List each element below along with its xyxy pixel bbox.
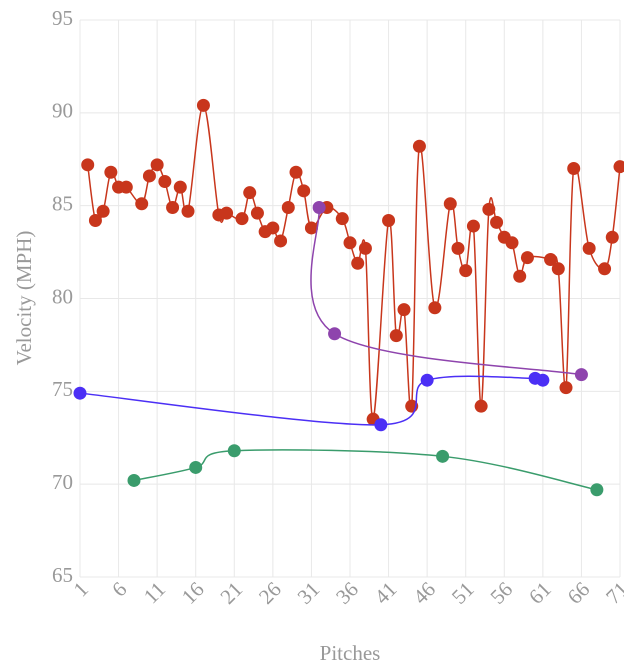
data-point [598,262,612,276]
data-point [520,251,534,265]
y-axis-title: Velocity (MPH) [12,231,36,366]
data-point [266,221,280,235]
y-tick-label: 90 [52,99,73,123]
series-line [79,375,547,426]
data-point [96,204,110,218]
data-point [335,212,349,226]
data-point [235,212,249,226]
data-point [274,234,288,248]
data-point [513,269,527,283]
data-point [382,214,396,228]
x-tick-label: 1 [69,577,93,601]
data-point [104,165,118,179]
data-point [281,201,295,215]
y-tick-label: 65 [52,563,73,587]
x-axis-title: Pitches [320,641,381,665]
data-point [605,230,619,244]
data-point [574,368,588,382]
data-point [227,444,241,458]
data-point [88,214,102,228]
data-point [343,236,357,250]
data-point [482,202,496,216]
data-point [420,373,434,387]
x-tick-label: 6 [107,577,131,601]
data-point [613,160,624,174]
x-tick-label: 36 [331,577,363,609]
data-point [374,418,388,432]
data-point [474,399,488,413]
data-point [505,236,519,250]
data-point [567,162,581,176]
data-point [428,301,442,315]
x-tick-label: 66 [563,577,595,609]
data-point [312,201,326,215]
data-point [358,241,372,255]
data-point [328,327,342,341]
data-point [73,386,87,400]
data-point [81,158,95,172]
data-point [389,329,403,343]
y-tick-label: 80 [52,284,73,308]
data-point [351,256,365,270]
data-point [590,483,604,497]
data-point [135,197,149,211]
y-tick-label: 85 [52,191,73,215]
data-point [451,241,465,255]
data-point [127,473,141,487]
data-point [397,303,411,317]
data-point [582,241,596,255]
data-point [173,180,187,194]
x-tick-label: 61 [524,577,556,609]
data-point [142,169,156,183]
data-point [551,262,565,276]
data-point [181,204,195,218]
x-tick-label: 71 [601,577,624,609]
x-tick-label: 46 [408,577,440,609]
data-point [490,215,504,229]
x-tick-label: 26 [254,577,286,609]
data-point [436,449,450,463]
x-tick-label: 21 [215,577,247,609]
data-point [559,381,573,395]
y-tick-label: 70 [52,470,73,494]
x-tick-label: 51 [447,577,479,609]
y-tick-label: 75 [52,377,73,401]
data-point [158,175,172,189]
data-point [166,201,180,215]
data-point [250,206,264,220]
x-tick-label: 41 [370,577,402,609]
x-tick-label: 31 [293,577,325,609]
data-point [544,253,558,267]
data-point [189,460,203,474]
data-point [536,373,550,387]
data-point [150,158,164,172]
data-point [243,186,257,200]
data-point [466,219,480,233]
data-point [459,264,473,278]
data-point [443,197,457,211]
data-point [220,206,234,220]
x-tick-label: 56 [485,577,517,609]
data-point [119,180,133,194]
x-tick-label: 16 [177,577,209,609]
y-tick-label: 95 [52,6,73,30]
data-point [297,184,311,198]
data-point [412,139,426,153]
x-tick-label: 11 [139,577,170,608]
data-point [196,98,210,112]
data-point [289,165,303,179]
data-point [304,221,318,235]
